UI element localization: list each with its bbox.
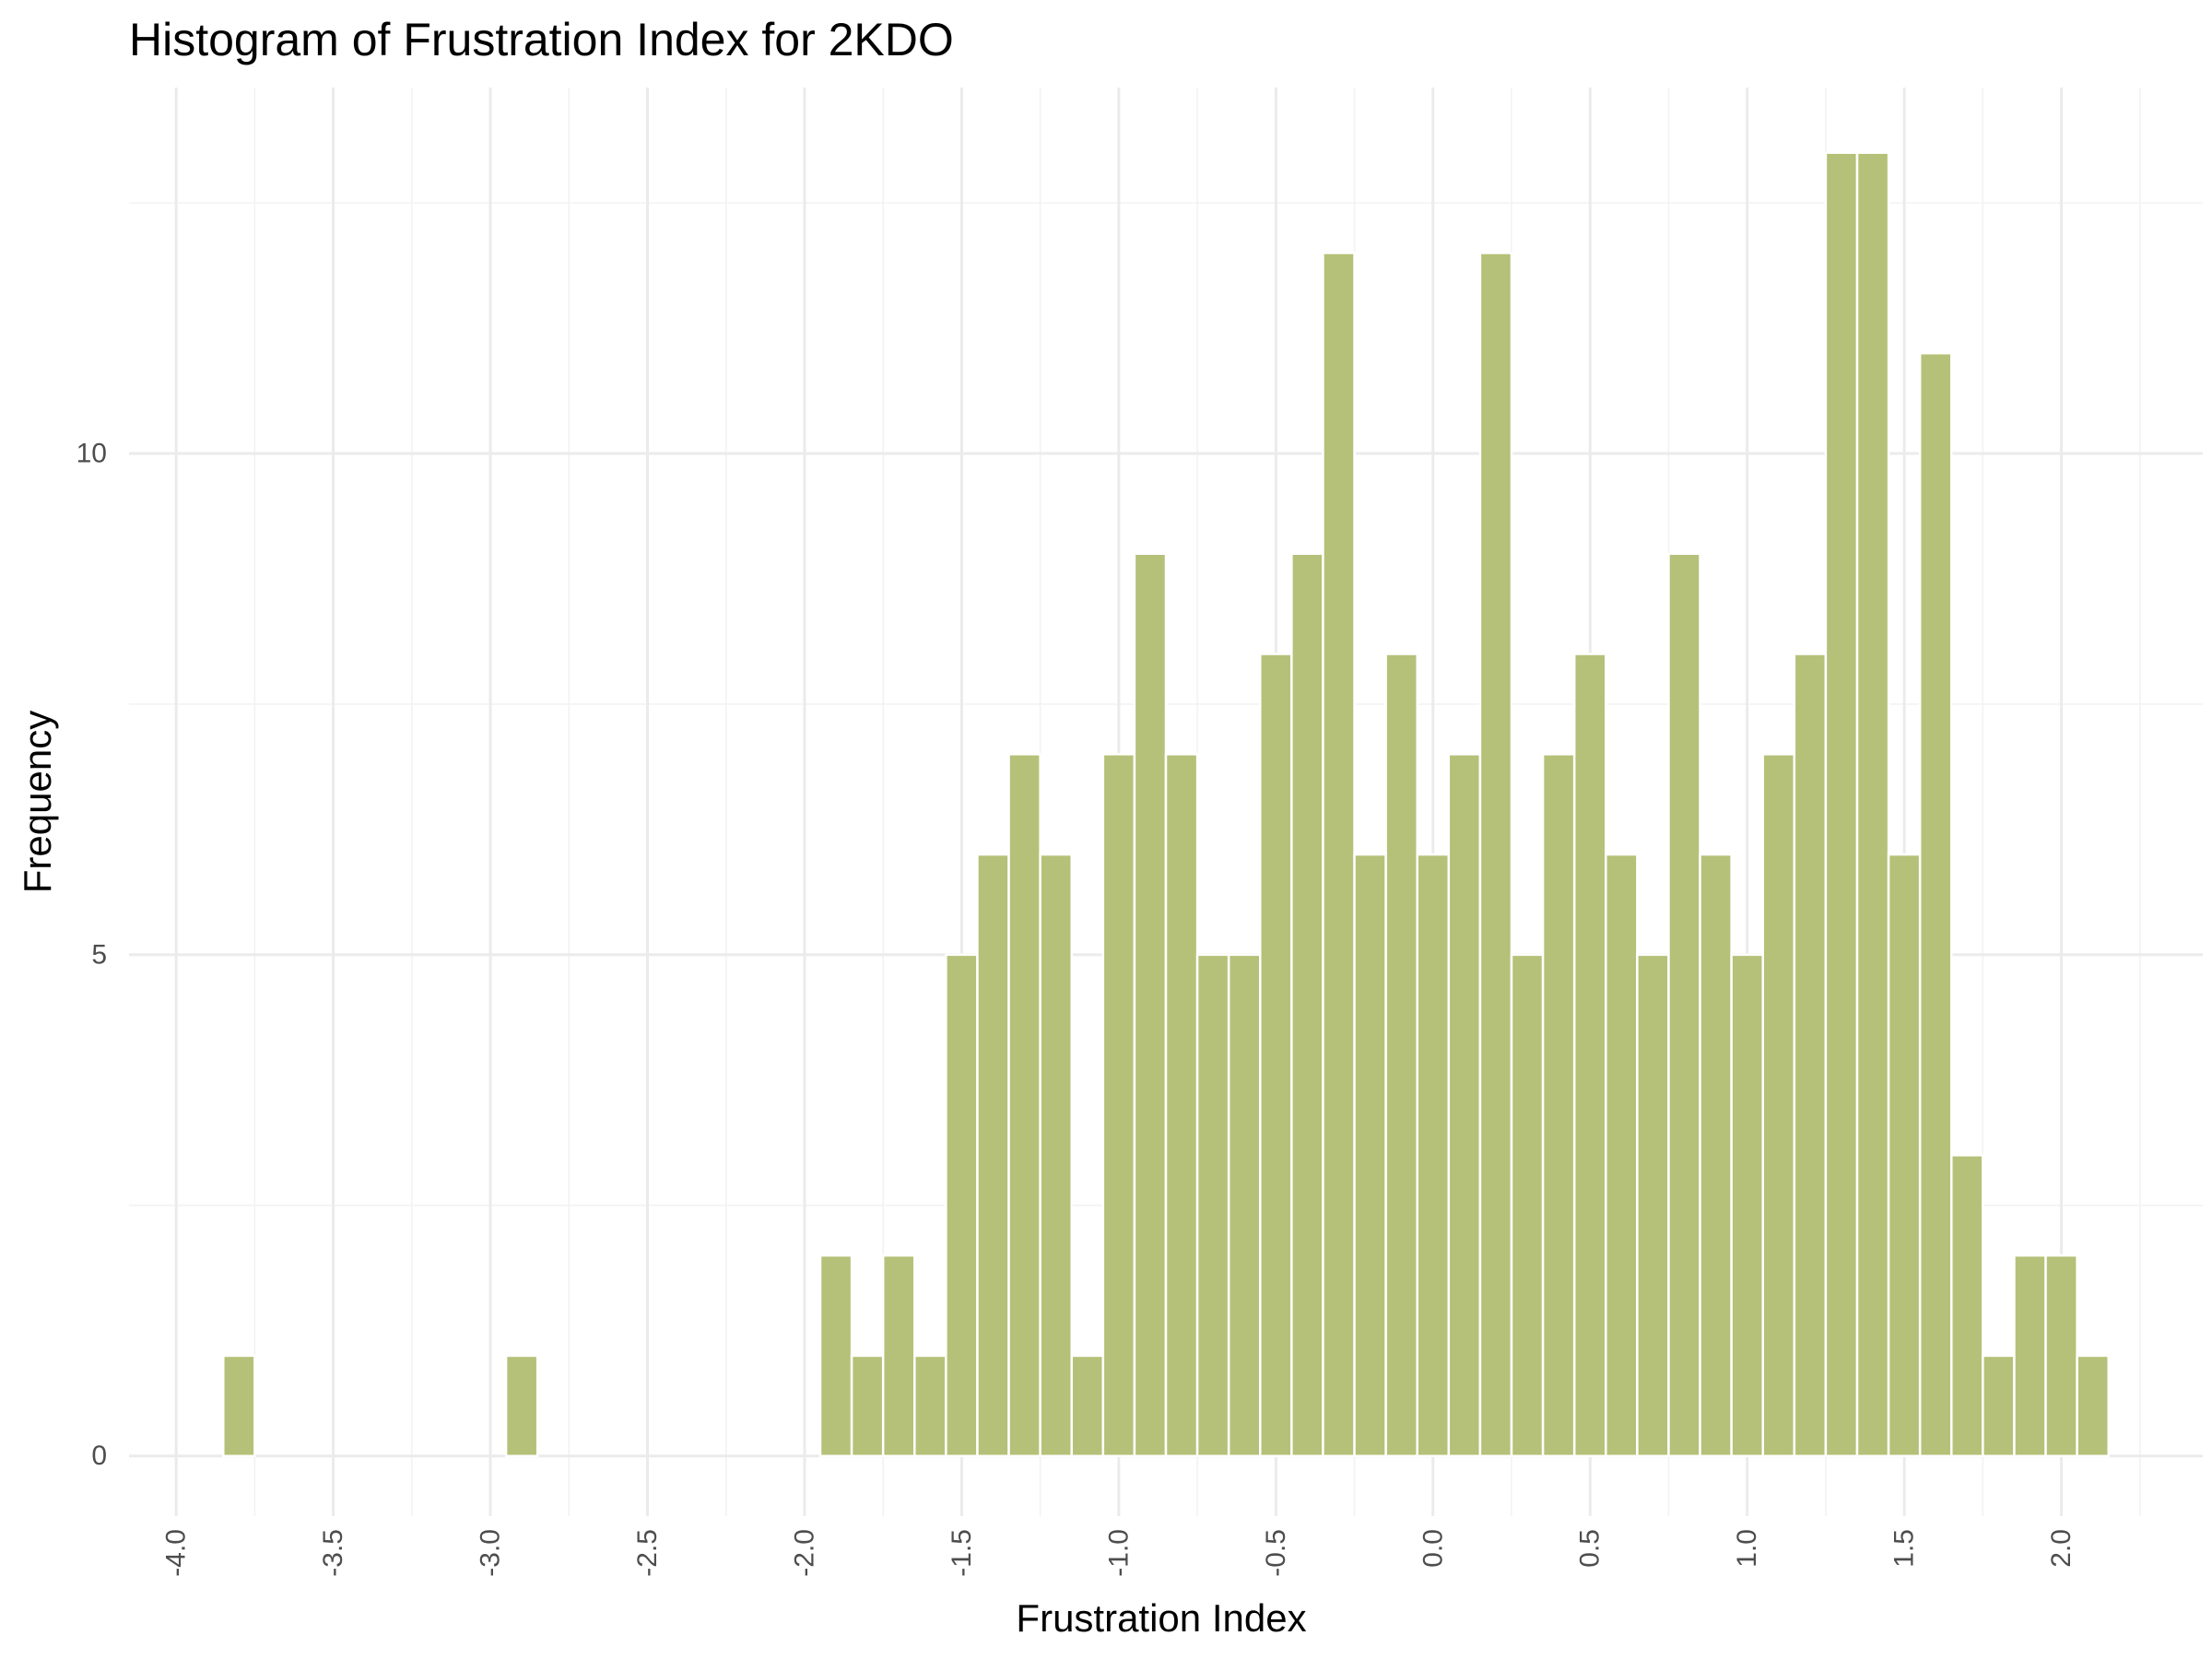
histogram-bar: [1384, 653, 1418, 1457]
histogram-bar: [1855, 151, 1890, 1457]
histogram-bar: [1353, 853, 1387, 1457]
histogram-bar: [1039, 853, 1073, 1457]
y-tick-label: 5: [91, 939, 107, 970]
histogram-bar: [1101, 753, 1136, 1457]
histogram-bar: [945, 953, 979, 1457]
histogram-bar: [1007, 753, 1041, 1457]
histogram-bar: [1636, 953, 1670, 1457]
x-tick-label: -3.5: [318, 1529, 348, 1577]
histogram-bar: [1164, 753, 1199, 1457]
histogram-bar: [2013, 1253, 2047, 1457]
histogram-bar: [222, 1354, 256, 1457]
histogram-bar: [976, 853, 1010, 1457]
histogram-bar: [1070, 1354, 1105, 1457]
histogram-bar: [1793, 653, 1828, 1457]
histogram-bar: [1887, 853, 1922, 1457]
histogram-bar: [881, 1253, 916, 1457]
histogram-bar: [1730, 953, 1764, 1457]
x-axis-title: Frustration Index: [1016, 1596, 1306, 1640]
histogram-bar: [2076, 1354, 2110, 1457]
x-tick-label: -2.5: [632, 1529, 663, 1577]
histogram-bar: [1322, 252, 1356, 1457]
y-tick-label: 0: [91, 1441, 107, 1471]
x-tick-label: 1.0: [1732, 1529, 1762, 1568]
histogram-bar: [1510, 953, 1545, 1457]
histogram-bar: [1982, 1354, 2016, 1457]
x-tick-label: 2.0: [2046, 1529, 2077, 1568]
histogram-bar: [1227, 953, 1262, 1457]
histogram-bar: [1478, 252, 1513, 1457]
histogram-bar: [1259, 653, 1293, 1457]
histogram-bar: [1950, 1154, 1984, 1457]
histogram-bar: [1667, 552, 1701, 1457]
x-tick-label: 0.0: [1418, 1529, 1448, 1568]
histogram-bar: [1195, 953, 1230, 1457]
x-tick-label: -4.0: [161, 1529, 192, 1577]
histogram-bar: [1133, 552, 1168, 1457]
histogram-bar: [1605, 853, 1639, 1457]
histogram-bar: [2044, 1253, 2078, 1457]
x-tick-label: 0.5: [1575, 1529, 1606, 1568]
histogram-bar: [850, 1354, 885, 1457]
histogram-bar: [1918, 351, 1953, 1457]
axis-layer: -4.0 -3.5 -3.0 -2.5 -2.0 -1.5 -1.0 -0.5 0.0 0.5 1.…: [76, 439, 2077, 1577]
histogram-bar: [1447, 753, 1482, 1457]
x-tick-label: -1.0: [1103, 1529, 1134, 1577]
chart-title: Histogram of Frustration Index for 2KDO: [129, 14, 954, 65]
histogram-bar: [1572, 653, 1607, 1457]
histogram-bar: [1290, 552, 1324, 1457]
x-tick-label: -3.0: [476, 1529, 506, 1577]
bar-layer: [222, 151, 2110, 1457]
x-tick-label: -0.5: [1261, 1529, 1291, 1577]
histogram-bar: [1416, 853, 1451, 1457]
histogram-bar: [1824, 151, 1859, 1457]
histogram-bar: [913, 1354, 947, 1457]
histogram-bar: [1761, 753, 1796, 1457]
y-axis-title: Frequency: [16, 711, 59, 893]
histogram-bar: [1699, 853, 1733, 1457]
histogram-bar: [504, 1354, 539, 1457]
y-tick-label: 10: [76, 439, 107, 469]
x-tick-label: 1.5: [1889, 1529, 1920, 1568]
x-tick-label: -2.0: [789, 1529, 819, 1577]
histogram-bar: [818, 1253, 853, 1457]
x-tick-label: -1.5: [947, 1529, 977, 1577]
histogram-bar: [1541, 753, 1576, 1457]
